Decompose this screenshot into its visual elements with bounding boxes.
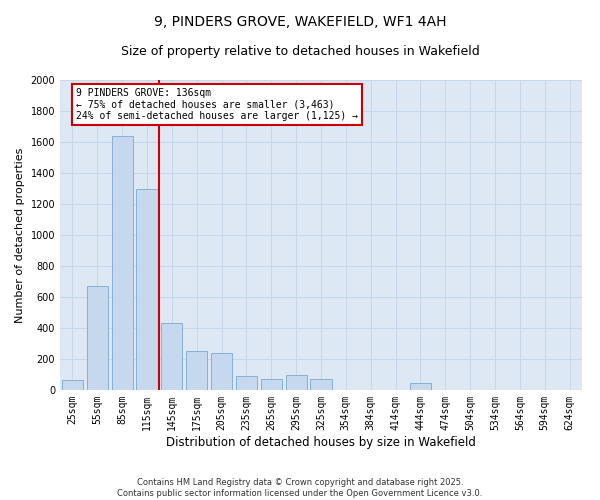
Bar [161,324,182,390]
Bar [286,374,307,390]
Bar [136,188,158,390]
Text: Size of property relative to detached houses in Wakefield: Size of property relative to detached ho… [121,45,479,58]
Bar [261,379,282,390]
Bar [310,379,332,390]
Text: 9 PINDERS GROVE: 136sqm
← 75% of detached houses are smaller (3,463)
24% of semi: 9 PINDERS GROVE: 136sqm ← 75% of detache… [76,88,358,121]
Bar [236,376,257,390]
Text: Contains HM Land Registry data © Crown copyright and database right 2025.
Contai: Contains HM Land Registry data © Crown c… [118,478,482,498]
Bar [87,286,108,390]
Bar [112,136,133,390]
Bar [186,351,207,390]
Bar [211,353,232,390]
X-axis label: Distribution of detached houses by size in Wakefield: Distribution of detached houses by size … [166,436,476,448]
Y-axis label: Number of detached properties: Number of detached properties [15,148,25,322]
Bar [410,383,431,390]
Text: 9, PINDERS GROVE, WAKEFIELD, WF1 4AH: 9, PINDERS GROVE, WAKEFIELD, WF1 4AH [154,15,446,29]
Bar [62,380,83,390]
